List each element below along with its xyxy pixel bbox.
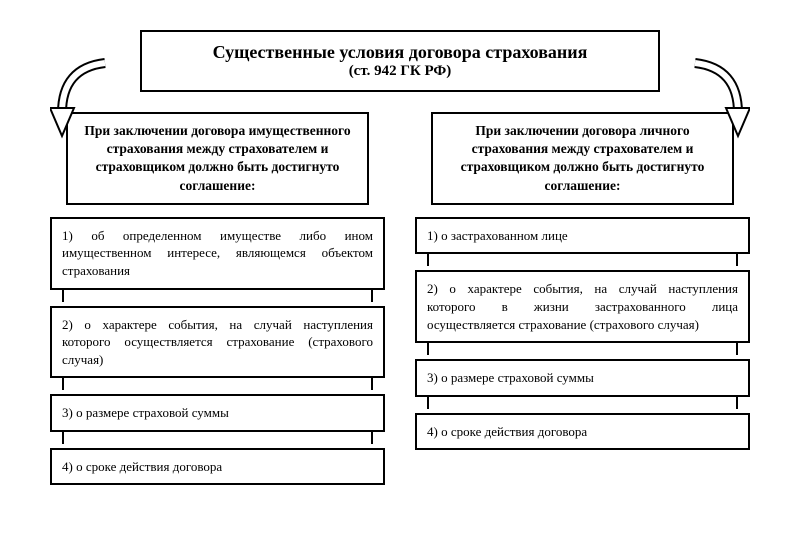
title-sub: (ст. 942 ГК РФ) (162, 63, 638, 80)
connector-icon (415, 395, 750, 413)
list-item: 4) о сроке действия договора (50, 448, 385, 486)
list-item: 2) о характере события, на случай наступ… (415, 270, 750, 343)
list-item: 4) о сроке действия договора (415, 413, 750, 451)
connector-icon (415, 252, 750, 270)
connector-icon (415, 341, 750, 359)
list-item: 2) о характере события, на случай наступ… (50, 306, 385, 379)
column-personal-insurance: При заключении договора личного страхова… (415, 112, 750, 485)
curved-arrow-left-icon (50, 58, 120, 143)
connector-icon (50, 376, 385, 394)
columns-container: При заключении договора имущественного с… (40, 112, 760, 485)
list-item: 3) о размере страховой суммы (415, 359, 750, 397)
curved-arrow-right-icon (680, 58, 750, 143)
connector-icon (50, 430, 385, 448)
title-box: Существенные условия договора страховани… (140, 30, 660, 92)
list-item: 1) об определенном имуществе либо ином и… (50, 217, 385, 290)
list-item: 1) о застрахованном лице (415, 217, 750, 255)
column-property-insurance: При заключении договора имущественного с… (50, 112, 385, 485)
list-item: 3) о размере страховой суммы (50, 394, 385, 432)
title-main: Существенные условия договора страховани… (162, 42, 638, 63)
connector-icon (50, 288, 385, 306)
